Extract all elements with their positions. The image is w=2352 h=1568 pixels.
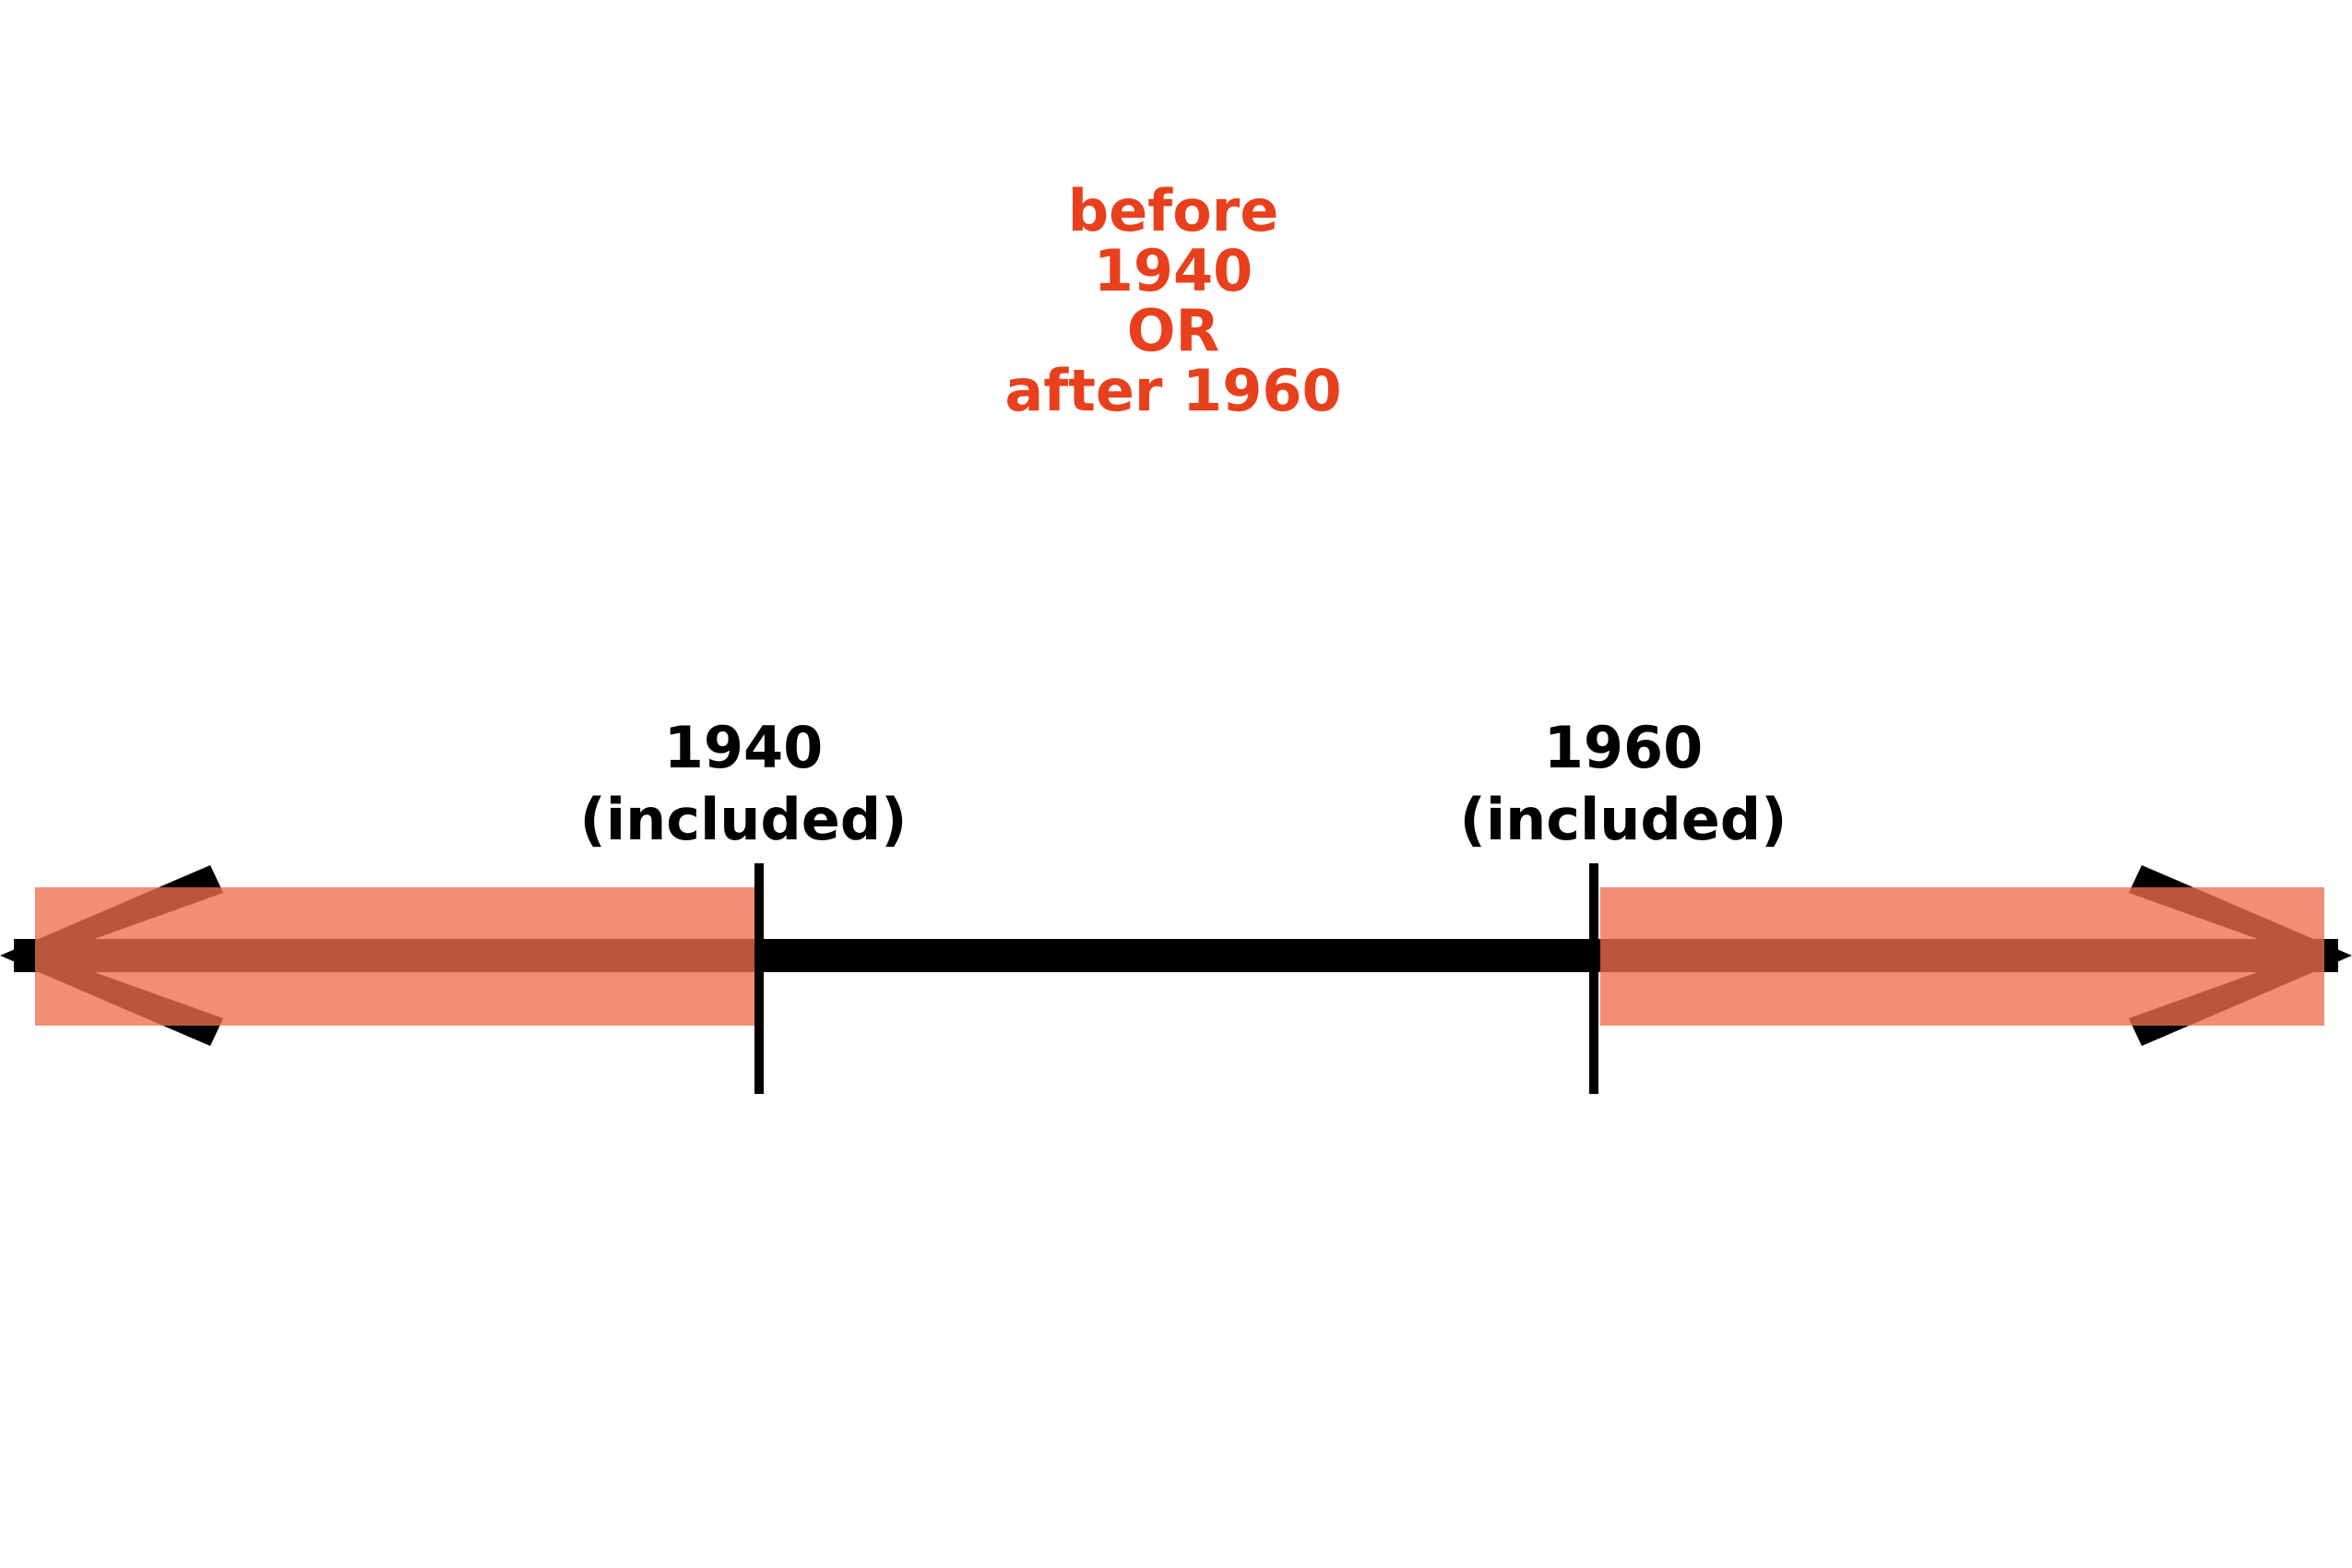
caption-line-3: OR [1127,297,1219,364]
tick-1940 [754,863,764,1094]
tick-year-1940: 1940 [664,714,824,781]
tick-1960 [1589,863,1598,1094]
highlight-before-1940 [35,887,760,1026]
tick-year-1960: 1960 [1544,714,1704,781]
tick-note-1940: (included) [579,786,907,853]
highlight-after-1960 [1600,887,2324,1026]
caption-line-2: 1940 [1094,237,1253,304]
tick-label-1940: 1940 (included) [579,714,907,853]
tick-label-1960: 1960 (included) [1459,714,1787,853]
tick-note-1960: (included) [1459,786,1787,853]
caption: before 1940 OR after 1960 [1004,177,1341,424]
caption-line-4: after 1960 [1004,357,1341,424]
caption-line-1: before [1068,177,1279,244]
